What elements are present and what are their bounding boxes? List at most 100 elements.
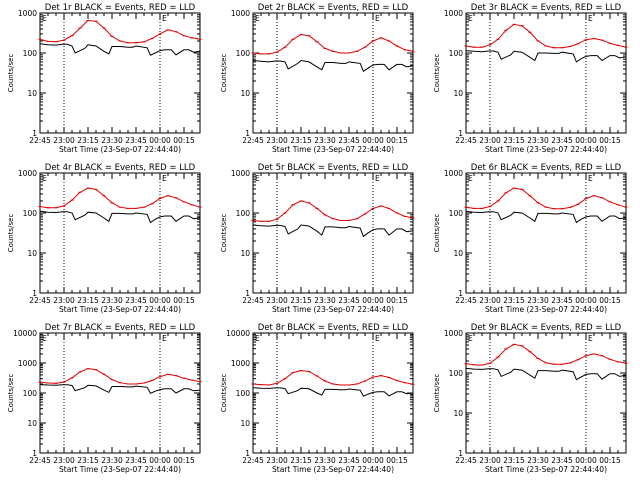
x-tick-label: 22:45 <box>29 456 51 465</box>
y-tick-label: 10 <box>240 249 250 258</box>
detector-panel: Det 5r BLACK = Events, RED = LLD 1 10 100 10… <box>220 163 415 314</box>
y-axis-label: Counts/sec <box>220 214 228 253</box>
y-axis-label: Counts/sec <box>433 214 441 253</box>
x-tick-label: 23:30 <box>527 296 549 305</box>
y-tick-label: 100 <box>236 209 251 218</box>
x-tick-label: 23:15 <box>77 456 99 465</box>
lld-series-line <box>465 23 627 49</box>
events-series-line <box>465 367 627 381</box>
x-tick-label: 23:15 <box>503 136 525 145</box>
x-tick-label: 23:00 <box>479 136 501 145</box>
y-tick-label: 10000 <box>226 329 250 338</box>
x-axis-label: Start Time (23-Sep-07 22:44:40) <box>485 145 607 154</box>
right-e-marker: E <box>375 334 380 343</box>
right-e-marker: E <box>162 14 167 23</box>
x-axis-label: Start Time (23-Sep-07 22:44:40) <box>485 305 607 314</box>
x-tick-label: 00:15 <box>599 136 621 145</box>
x-tick-label: 23:00 <box>479 296 501 305</box>
x-tick-label: 23:15 <box>503 296 525 305</box>
x-tick-label: 22:45 <box>29 296 51 305</box>
y-tick-label: 10 <box>27 249 37 258</box>
x-tick-label: 00:00 <box>575 296 597 305</box>
panel-title: Det 6r BLACK = Events, RED = LLD <box>471 163 622 173</box>
x-tick-label: 22:45 <box>242 136 264 145</box>
x-axis-label: Start Time (23-Sep-07 22:44:40) <box>272 465 394 474</box>
x-axis-label: Start Time (23-Sep-07 22:44:40) <box>59 305 181 314</box>
x-tick-label: 00:15 <box>599 296 621 305</box>
y-tick-label: 100 <box>236 389 251 398</box>
x-tick-label: 23:30 <box>314 136 336 145</box>
x-tick-label: 00:15 <box>386 456 408 465</box>
panel-title: Det 2r BLACK = Events, RED = LLD <box>258 3 409 13</box>
left-e-marker: E <box>468 174 473 183</box>
right-e-marker: E <box>588 174 593 183</box>
x-tick-label: 23:45 <box>125 136 147 145</box>
x-tick-label: 23:45 <box>338 296 360 305</box>
y-tick-label: 10 <box>453 409 463 418</box>
x-tick-label: 23:15 <box>77 296 99 305</box>
detector-panel: Det 4r BLACK = Events, RED = LLD 1 10 100 10… <box>7 163 202 314</box>
y-tick-label: 10 <box>453 249 463 258</box>
detector-panel: Det 9r BLACK = Events, RED = LLD 1 10 100 10… <box>433 323 628 474</box>
x-tick-label: 23:45 <box>551 136 573 145</box>
y-tick-label: 1000 <box>18 169 37 178</box>
x-axis-label: Start Time (23-Sep-07 22:44:40) <box>485 465 607 474</box>
left-e-marker: E <box>255 14 260 23</box>
x-tick-label: 00:15 <box>173 296 195 305</box>
events-series-line <box>39 384 201 394</box>
x-tick-label: 00:00 <box>149 456 171 465</box>
x-tick-label: 00:15 <box>173 456 195 465</box>
x-tick-label: 23:15 <box>503 456 525 465</box>
x-tick-label: 23:15 <box>290 456 312 465</box>
x-tick-label: 00:00 <box>362 296 384 305</box>
y-axis-label: Counts/sec <box>7 214 15 253</box>
left-e-marker: E <box>255 174 260 183</box>
panel-title: Det 8r BLACK = Events, RED = LLD <box>258 323 409 333</box>
panel-title: Det 4r BLACK = Events, RED = LLD <box>45 163 196 173</box>
y-axis-label: Counts/sec <box>7 54 15 93</box>
detector-panel: Det 2r BLACK = Events, RED = LLD 1 10 100 10… <box>220 3 415 154</box>
x-tick-label: 23:00 <box>266 456 288 465</box>
left-e-marker: E <box>42 334 47 343</box>
x-tick-label: 00:00 <box>575 136 597 145</box>
x-tick-label: 00:15 <box>173 136 195 145</box>
y-tick-label: 1 <box>245 289 250 298</box>
panel-title: Det 1r BLACK = Events, RED = LLD <box>45 3 196 13</box>
right-e-marker: E <box>375 174 380 183</box>
y-tick-label: 1 <box>458 449 463 458</box>
x-tick-label: 00:15 <box>386 296 408 305</box>
events-series-line <box>39 210 201 224</box>
y-tick-label: 10 <box>27 419 37 428</box>
x-axis-label: Start Time (23-Sep-07 22:44:40) <box>272 305 394 314</box>
detector-panel: Det 1r BLACK = Events, RED = LLD 1 10 100 10… <box>7 3 202 154</box>
x-tick-label: 00:15 <box>599 456 621 465</box>
panel-title: Det 3r BLACK = Events, RED = LLD <box>471 3 622 13</box>
y-tick-label: 100 <box>23 49 38 58</box>
panel-title: Det 7r BLACK = Events, RED = LLD <box>45 323 196 333</box>
y-tick-label: 1000 <box>231 169 250 178</box>
events-series-line <box>252 387 414 397</box>
left-e-marker: E <box>255 334 260 343</box>
y-tick-label: 100 <box>236 49 251 58</box>
y-tick-label: 1 <box>458 289 463 298</box>
y-tick-label: 1000 <box>444 329 463 338</box>
x-tick-label: 23:30 <box>314 456 336 465</box>
y-tick-label: 1000 <box>231 359 250 368</box>
right-e-marker: E <box>162 174 167 183</box>
panel-title: Det 5r BLACK = Events, RED = LLD <box>258 163 409 173</box>
left-e-marker: E <box>42 14 47 23</box>
x-tick-label: 23:30 <box>101 456 123 465</box>
right-e-marker: E <box>162 334 167 343</box>
x-tick-label: 23:00 <box>266 296 288 305</box>
x-tick-label: 23:00 <box>479 456 501 465</box>
y-axis-label: Counts/sec <box>220 54 228 93</box>
y-axis-label: Counts/sec <box>7 374 15 413</box>
x-tick-label: 00:00 <box>362 136 384 145</box>
detector-panel: Det 6r BLACK = Events, RED = LLD 1 10 100 10… <box>433 163 628 314</box>
detector-panel: Det 7r BLACK = Events, RED = LLD 1 10 100 10… <box>7 323 202 474</box>
detector-panel: Det 8r BLACK = Events, RED = LLD 1 10 100 10… <box>220 323 415 474</box>
y-tick-label: 1000 <box>231 9 250 18</box>
x-axis-label: Start Time (23-Sep-07 22:44:40) <box>272 145 394 154</box>
x-tick-label: 23:45 <box>551 456 573 465</box>
x-tick-label: 22:45 <box>242 296 264 305</box>
